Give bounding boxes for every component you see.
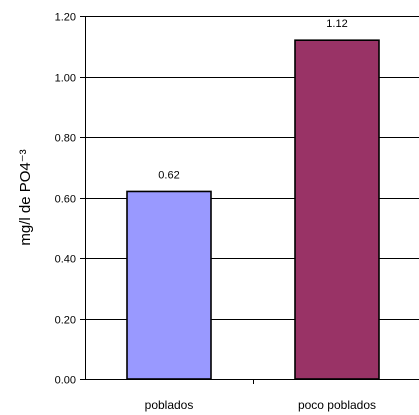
x-tick-label: poco poblados [298, 398, 376, 412]
bars [126, 39, 380, 380]
y-tick-label: 0.60 [55, 194, 76, 206]
x-tick-labels: poblados poco poblados [145, 379, 376, 412]
y-tick-label: 0.00 [55, 375, 76, 387]
y-tick-label: 1.00 [55, 73, 76, 85]
data-labels: 0.62 1.12 [158, 18, 347, 181]
y-tick-labels: 0.00 0.20 0.40 0.60 0.80 1.00 1.20 [55, 12, 85, 387]
y-tick-label: 0.80 [55, 133, 76, 145]
bar-poco-poblados [294, 39, 380, 380]
axes [85, 16, 419, 380]
bar-poblados [126, 190, 212, 380]
data-label: 1.12 [326, 18, 347, 30]
y-tick-label: 1.20 [55, 12, 76, 24]
y-tick-label: 0.40 [55, 254, 76, 266]
y-axis-title: mg/l de PO4⁻³ [17, 149, 34, 245]
y-tick-label: 0.20 [55, 315, 76, 327]
data-label: 0.62 [158, 169, 179, 181]
x-tick-label: poblados [145, 398, 194, 412]
